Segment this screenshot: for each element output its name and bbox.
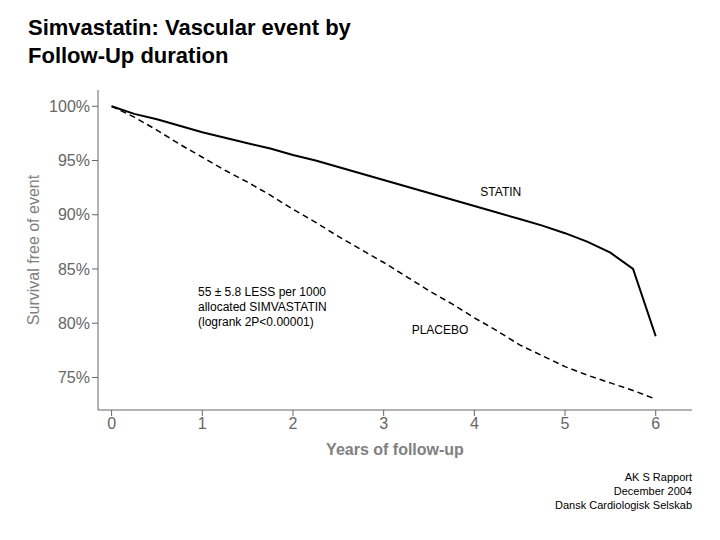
svg-text:1: 1 (198, 415, 207, 432)
html-text:Dansk Cardiologisk Selskab: Dansk Cardiologisk Selskab (555, 499, 692, 511)
svg-text:6: 6 (651, 415, 660, 432)
svg-text:2: 2 (289, 415, 298, 432)
html-text:AK S Rapport: AK S Rapport (624, 471, 692, 483)
svg-text:4: 4 (470, 415, 479, 432)
html-text:Simvastatin: Vascular event by: Simvastatin: Vascular event by Follow-Up… (28, 15, 351, 68)
svg-text:Survival free of event: Survival free of event (25, 174, 42, 325)
svg-text:85%: 85% (58, 261, 90, 278)
html-text:December 2004: December 2004 (613, 485, 692, 497)
svg-text:3: 3 (379, 415, 388, 432)
svg-text:75%: 75% (58, 369, 90, 386)
svg-text:STATIN: STATIN (480, 185, 521, 199)
html-text:55 ± 5.8 LESS per 1000 allocat: 55 ± 5.8 LESS per 1000 allocated SIMVAST… (198, 285, 327, 329)
svg-text:PLACEBO: PLACEBO (412, 323, 469, 337)
svg-text:0: 0 (107, 415, 116, 432)
svg-text:5: 5 (561, 415, 570, 432)
svg-text:Years of follow-up: Years of follow-up (326, 441, 464, 458)
svg-text:100%: 100% (49, 98, 90, 115)
svg-text:80%: 80% (58, 315, 90, 332)
svg-text:90%: 90% (58, 206, 90, 223)
svg-text:95%: 95% (58, 152, 90, 169)
